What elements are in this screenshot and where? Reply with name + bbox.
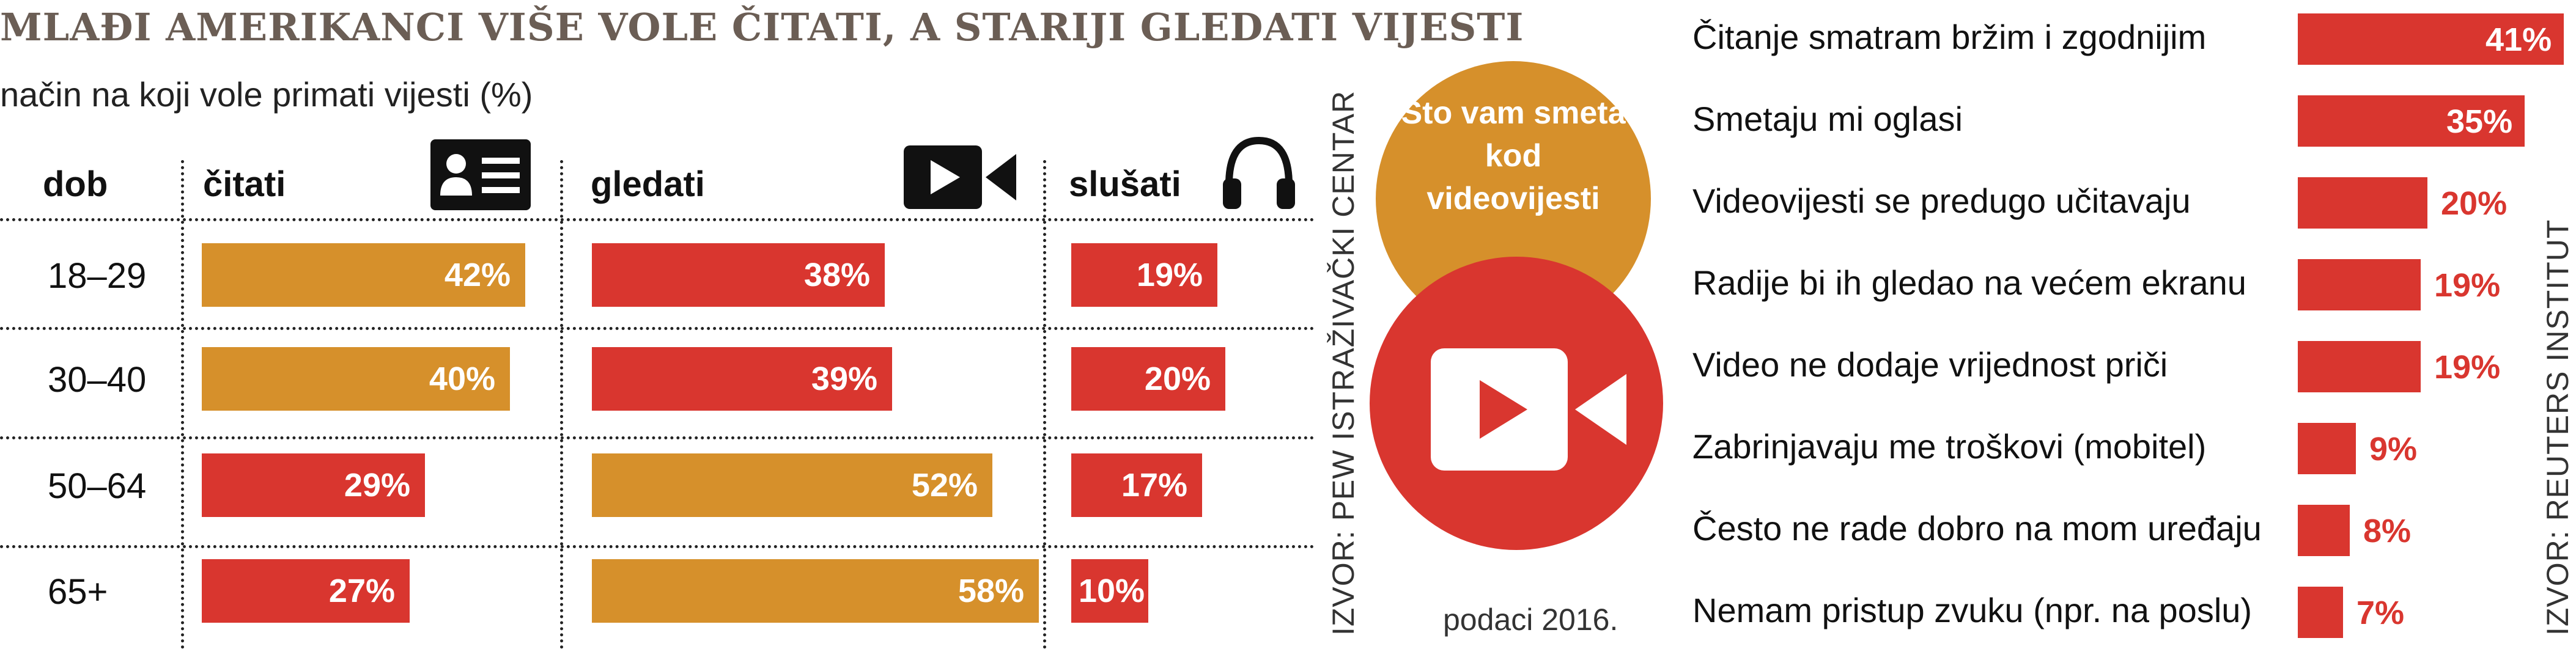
- reason-bar: [2298, 423, 2356, 474]
- bar-gledati-1: 39%: [592, 347, 892, 411]
- age-label: 30–40: [48, 360, 147, 400]
- reason-bar: [2298, 341, 2421, 392]
- headphones-icon: [1223, 136, 1295, 209]
- bar-čitati-2: 29%: [202, 453, 425, 517]
- column-divider: [1043, 160, 1046, 649]
- reason-bar: [2298, 505, 2350, 556]
- reason-label: Često ne rade dobro na mom uređaju: [1692, 509, 2262, 548]
- reason-label: Radije bi ih gledao na većem ekranu: [1692, 263, 2246, 302]
- bar-čitati-1: 40%: [202, 347, 510, 411]
- reason-value-label: 9%: [2369, 431, 2418, 468]
- reason-value-label: 19%: [2434, 349, 2501, 386]
- bar-value-label: 19%: [1136, 257, 1203, 293]
- source-left: IZVOR: PEW ISTRAŽIVAČKI CENTAR: [1326, 90, 1360, 636]
- row-divider: [0, 436, 1315, 439]
- reason-bar: [2298, 259, 2421, 310]
- reason-bar: [2298, 95, 2525, 147]
- video-camera-icon: [1431, 348, 1626, 471]
- video-camera-icon: [904, 145, 1016, 209]
- chart-subtitle: način na koji vole primati vijesti (%): [0, 75, 533, 114]
- reason-value-label: 20%: [2441, 185, 2508, 222]
- bar-value-label: 38%: [803, 257, 870, 293]
- age-label: 65+: [48, 572, 108, 612]
- header-watch: gledati: [591, 164, 705, 204]
- reason-value-label: 7%: [2356, 595, 2405, 631]
- reason-bar: [2298, 13, 2564, 65]
- bar-slušati-2: 17%: [1071, 453, 1202, 517]
- reason-bar: [2298, 587, 2343, 638]
- reason-label: Zabrinjavaju me troškovi (mobitel): [1692, 427, 2207, 466]
- chart-title: MLAĐI AMERIKANCI VIŠE VOLE ČITATI, A STA…: [0, 5, 1524, 50]
- bar-value-label: 20%: [1144, 361, 1211, 397]
- bar-value-label: 29%: [344, 467, 410, 504]
- bar-value-label: 10%: [1078, 573, 1145, 609]
- reason-value-label: 35%: [2446, 103, 2513, 140]
- source-right: IZVOR: REUTERS INSTITUT: [2541, 219, 2575, 636]
- bar-value-label: 42%: [444, 257, 511, 293]
- reason-label: Video ne dodaje vrijednost priči: [1692, 345, 2168, 384]
- reason-label: Čitanje smatram bržim i zgodnijim: [1692, 18, 2207, 56]
- id-card-icon: [430, 139, 531, 210]
- header-listen: slušati: [1069, 164, 1181, 204]
- column-divider: [560, 160, 563, 649]
- bar-čitati-0: 42%: [202, 243, 525, 307]
- header-age: dob: [43, 164, 108, 204]
- bar-gledati-0: 38%: [592, 243, 885, 307]
- bar-čitati-3: 27%: [202, 559, 410, 623]
- bar-value-label: 40%: [429, 361, 495, 397]
- row-divider: [0, 218, 1315, 221]
- row-divider: [0, 545, 1315, 548]
- bar-value-label: 27%: [328, 573, 395, 609]
- row-divider: [0, 327, 1315, 330]
- age-label: 50–64: [48, 466, 147, 506]
- circle-title: Što vam smeta kod videovijesti: [1401, 95, 1626, 216]
- reason-value-label: 8%: [2363, 513, 2412, 549]
- bar-value-label: 17%: [1121, 467, 1187, 504]
- bar-value-label: 58%: [958, 573, 1024, 609]
- bar-slušati-1: 20%: [1071, 347, 1225, 411]
- reason-label: Nemam pristup zvuku (npr. na poslu): [1692, 591, 2253, 629]
- reason-bar: [2298, 177, 2427, 229]
- reason-value-label: 19%: [2434, 267, 2501, 304]
- column-divider: [181, 160, 184, 649]
- bar-value-label: 39%: [811, 361, 877, 397]
- bar-slušati-3: 10%: [1071, 559, 1148, 623]
- age-label: 18–29: [48, 256, 147, 296]
- data-year-note: podaci 2016.: [1443, 603, 1618, 637]
- bar-slušati-0: 19%: [1071, 243, 1217, 307]
- bar-gledati-2: 52%: [592, 453, 992, 517]
- bar-value-label: 52%: [911, 467, 978, 504]
- reason-value-label: 41%: [2486, 21, 2552, 58]
- bar-gledati-3: 58%: [592, 559, 1039, 623]
- header-read: čitati: [203, 164, 286, 204]
- reason-label: Smetaju mi oglasi: [1692, 100, 1963, 138]
- reason-label: Videovijesti se predugo učitavaju: [1692, 182, 2191, 220]
